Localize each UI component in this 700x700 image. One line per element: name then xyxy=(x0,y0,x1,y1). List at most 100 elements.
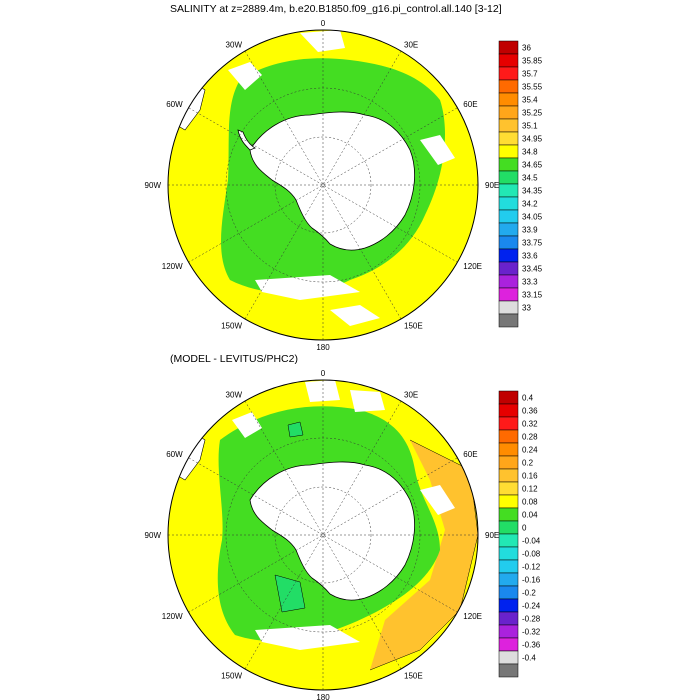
colorbar-label: 33.3 xyxy=(522,278,538,287)
colorbar-label: 34.2 xyxy=(522,200,538,209)
longitude-label: 0 xyxy=(321,19,326,28)
colorbar: 0.4 0.36 0.32 0.28 0.24 0.2 0.16 0.12 0.08 0.04 0 -… xyxy=(498,390,541,678)
longitude-label: 30E xyxy=(404,41,418,50)
longitude-label: 90W xyxy=(145,181,162,190)
colorbar-swatch xyxy=(498,79,519,94)
colorbar-label: 0.12 xyxy=(522,485,538,494)
colorbar-swatch xyxy=(498,533,519,548)
colorbar-label: 33.45 xyxy=(522,265,543,274)
longitude-label: 60E xyxy=(463,100,477,109)
colorbar-swatch xyxy=(498,637,519,652)
colorbar-swatch xyxy=(498,287,519,302)
colorbar-label: -0.16 xyxy=(522,576,541,585)
longitude-label: 150E xyxy=(404,671,423,680)
colorbar-label: 0.04 xyxy=(522,511,538,520)
colorbar-swatch xyxy=(498,624,519,639)
colorbar-swatch xyxy=(498,520,519,535)
colorbar-label: -0.04 xyxy=(522,537,541,546)
longitude-label: 150E xyxy=(404,321,423,330)
colorbar-swatch xyxy=(498,131,519,146)
longitude-label: 60E xyxy=(463,450,477,459)
longitude-label: 60W xyxy=(166,100,183,109)
colorbar-swatch xyxy=(498,390,519,405)
colorbar-label: 35.7 xyxy=(522,70,538,79)
colorbar-swatch xyxy=(498,261,519,276)
colorbar-swatch xyxy=(498,92,519,107)
panel-title: (MODEL - LEVITUS/PHC2) xyxy=(170,353,298,365)
colorbar-label: 0.36 xyxy=(522,407,538,416)
peninsula-land xyxy=(237,129,256,151)
colorbar-swatch xyxy=(498,598,519,613)
map-fill xyxy=(168,30,478,340)
longitude-label: 60W xyxy=(166,450,183,459)
missing-patch xyxy=(350,390,385,412)
colorbar-label: 34.65 xyxy=(522,161,543,170)
missing-patch xyxy=(305,380,340,402)
colorbar-label: 0.32 xyxy=(522,420,538,429)
longitude-label: 120W xyxy=(162,262,183,271)
colorbar-swatch xyxy=(498,442,519,457)
colorbar-swatch xyxy=(498,481,519,496)
antarctica-land xyxy=(249,461,415,601)
colorbar-swatch xyxy=(498,53,519,68)
colorbar-swatch xyxy=(498,494,519,509)
longitude-label: 90E xyxy=(485,531,499,540)
colorbar-label: 36 xyxy=(522,44,531,53)
colorbar-swatch xyxy=(498,416,519,431)
longitude-labels: 0 30E 60E 90E 120E 150E 180 150W 120W 90W 60W 30W xyxy=(145,19,500,352)
graticule xyxy=(168,380,478,690)
map-border xyxy=(167,29,479,341)
colorbar-label: 0.4 xyxy=(522,394,534,403)
missing-patch xyxy=(420,485,455,515)
colorbar-label: 0.24 xyxy=(522,446,538,455)
colorbar-swatch xyxy=(498,235,519,250)
longitude-label: 120E xyxy=(463,612,482,621)
longitude-label: 120E xyxy=(463,262,482,271)
colorbar-swatch xyxy=(498,468,519,483)
colorbar-label: -0.28 xyxy=(522,615,541,624)
colorbar-swatch xyxy=(498,66,519,81)
colorbar-swatch xyxy=(498,196,519,211)
colorbar-label: -0.12 xyxy=(522,563,541,572)
colorbar-label: 34.05 xyxy=(522,213,543,222)
colorbar-swatch xyxy=(498,559,519,574)
colorbar-label: 35.1 xyxy=(522,122,538,131)
warm-anomaly-region xyxy=(370,440,478,670)
colorbar-label: 0 xyxy=(522,524,527,533)
colorbar-label: 0.28 xyxy=(522,433,538,442)
colorbar-label: 34.35 xyxy=(522,187,543,196)
colorbar-label: 33.75 xyxy=(522,239,543,248)
graticule xyxy=(168,30,478,340)
colorbar-label: 35.4 xyxy=(522,96,538,105)
colorbar-label: 35.85 xyxy=(522,57,543,66)
colorbar-swatch xyxy=(498,157,519,172)
longitude-label: 150W xyxy=(221,321,242,330)
colorbar-swatch xyxy=(498,274,519,289)
longitude-label: 180 xyxy=(316,343,330,352)
longitude-label: 180 xyxy=(316,693,330,700)
colorbar-swatch xyxy=(498,585,519,600)
colorbar-label: -0.36 xyxy=(522,641,541,650)
colorbar-label: 0.16 xyxy=(522,472,538,481)
colorbar-swatch xyxy=(498,403,519,418)
colorbar-label: 35.25 xyxy=(522,109,543,118)
colorbar-swatch xyxy=(498,183,519,198)
colorbar-swatch xyxy=(498,222,519,237)
colorbar-label: 0.2 xyxy=(522,459,534,468)
longitude-label: 90W xyxy=(145,531,162,540)
antarctica-land xyxy=(249,111,415,251)
colorbar-label: 34.8 xyxy=(522,148,538,157)
colorbar-label: 33.9 xyxy=(522,226,538,235)
colorbar-swatch xyxy=(498,455,519,470)
missing-patch xyxy=(228,62,262,90)
longitude-label: 150W xyxy=(221,671,242,680)
colorbar-label: -0.2 xyxy=(522,589,536,598)
colorbar-label: 0.08 xyxy=(522,498,538,507)
longitude-label: 120W xyxy=(162,612,183,621)
colorbar-swatch xyxy=(498,248,519,263)
colorbar-label: -0.4 xyxy=(522,654,536,663)
colorbar-swatch xyxy=(498,300,519,315)
colorbar-swatch xyxy=(498,170,519,185)
colorbar-label: 33 xyxy=(522,304,531,313)
colorbar-label: -0.32 xyxy=(522,628,541,637)
